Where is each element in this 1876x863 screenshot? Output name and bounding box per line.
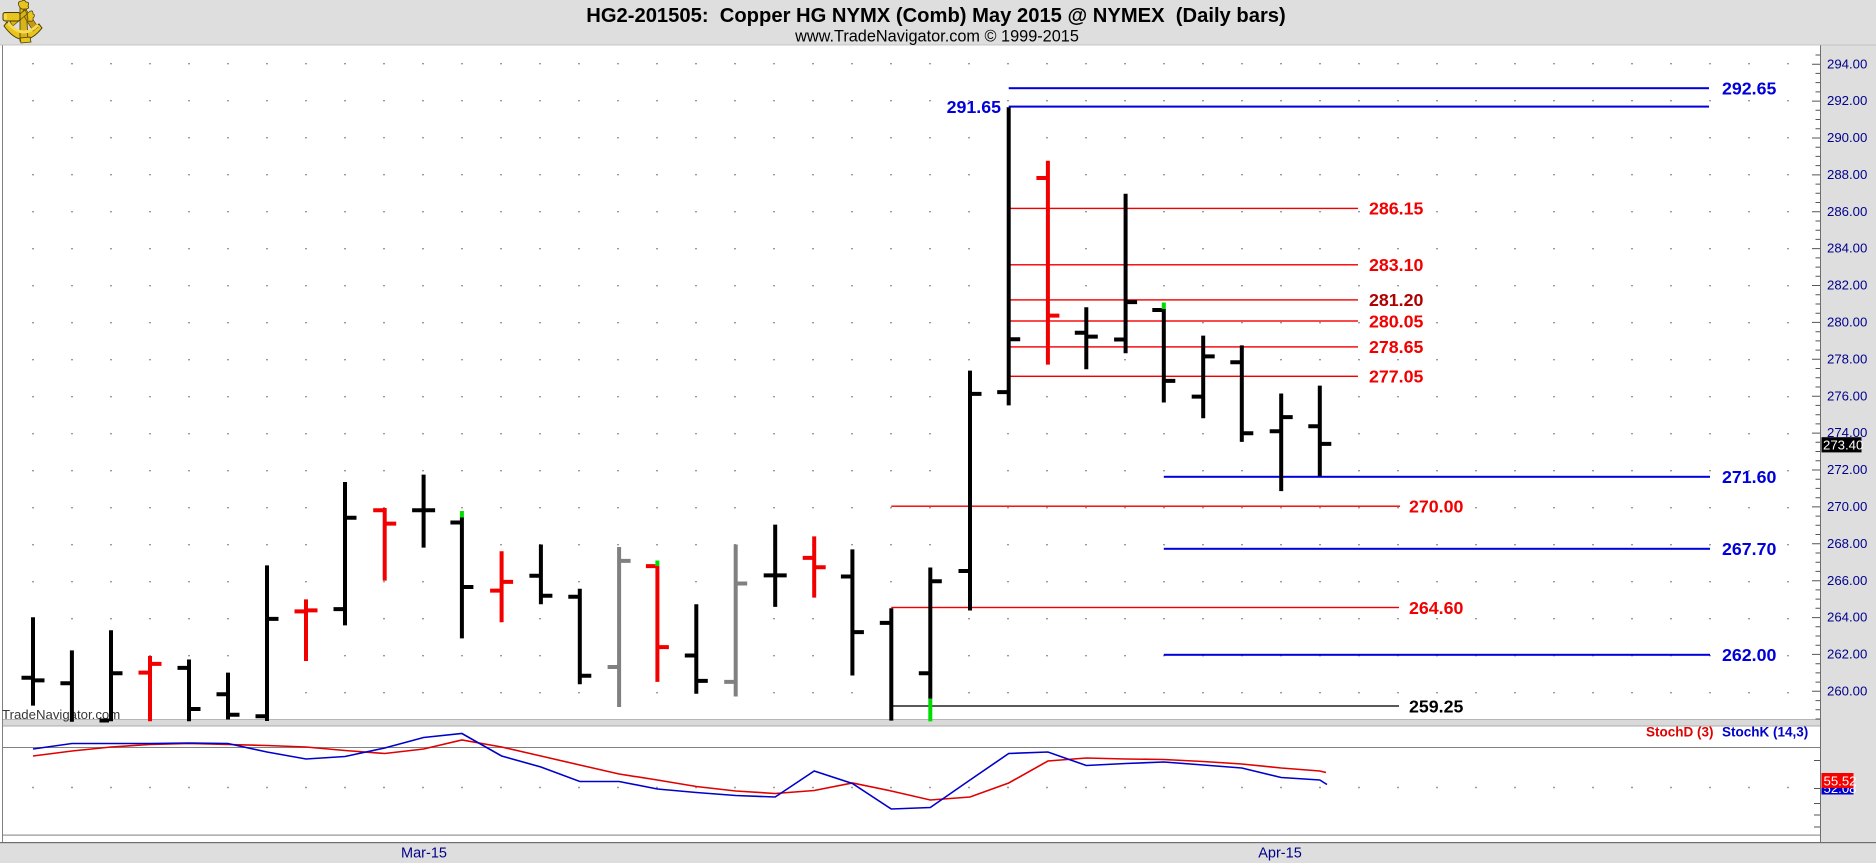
svg-text:www.TradeNavigator.com © 1999-: www.TradeNavigator.com © 1999-2015: [794, 28, 1079, 46]
svg-text:294.00: 294.00: [1827, 56, 1867, 71]
svg-text:260.00: 260.00: [1827, 683, 1867, 698]
svg-text:278.65: 278.65: [1369, 337, 1423, 357]
svg-text:292.65: 292.65: [1722, 79, 1776, 99]
svg-text:259.25: 259.25: [1409, 696, 1463, 716]
svg-text:StochK (14,3): StochK (14,3): [1722, 725, 1808, 740]
svg-text:281.20: 281.20: [1369, 290, 1423, 310]
svg-text:268.00: 268.00: [1827, 536, 1867, 551]
svg-text:TradeNavigator.com: TradeNavigator.com: [2, 707, 120, 722]
svg-text:Apr-15: Apr-15: [1258, 846, 1302, 862]
svg-text:273.40: 273.40: [1823, 438, 1863, 453]
svg-text:282.00: 282.00: [1827, 278, 1867, 293]
svg-text:277.05: 277.05: [1369, 367, 1423, 387]
svg-text:Mar-15: Mar-15: [401, 846, 447, 862]
svg-text:HG2-201505: Copper HG NYMX (C: HG2-201505: Copper HG NYMX (Comb) May 20…: [586, 5, 1286, 27]
svg-text:276.00: 276.00: [1827, 388, 1867, 403]
svg-text:267.70: 267.70: [1722, 539, 1776, 559]
svg-text:262.00: 262.00: [1827, 647, 1867, 662]
svg-text:283.10: 283.10: [1369, 255, 1423, 275]
svg-text:280.00: 280.00: [1827, 315, 1867, 330]
svg-text:55.52: 55.52: [1824, 774, 1857, 789]
svg-text:290.00: 290.00: [1827, 130, 1867, 145]
svg-text:286.00: 286.00: [1827, 204, 1867, 219]
svg-text:278.00: 278.00: [1827, 351, 1867, 366]
svg-text:280.05: 280.05: [1369, 311, 1423, 331]
svg-text:271.60: 271.60: [1722, 467, 1776, 487]
svg-text:284.00: 284.00: [1827, 241, 1867, 256]
svg-text:288.00: 288.00: [1827, 167, 1867, 182]
svg-text:264.00: 264.00: [1827, 610, 1867, 625]
svg-text:262.00: 262.00: [1722, 645, 1776, 665]
svg-text:270.00: 270.00: [1827, 499, 1867, 514]
svg-text:291.65: 291.65: [947, 97, 1001, 117]
svg-text:292.00: 292.00: [1827, 93, 1867, 108]
svg-text:266.00: 266.00: [1827, 573, 1867, 588]
svg-text:286.15: 286.15: [1369, 199, 1423, 219]
svg-text:StochD (3): StochD (3): [1646, 725, 1714, 740]
svg-text:272.00: 272.00: [1827, 462, 1867, 477]
svg-text:274.00: 274.00: [1827, 425, 1867, 440]
svg-text:270.00: 270.00: [1409, 497, 1463, 517]
svg-text:264.60: 264.60: [1409, 598, 1463, 618]
